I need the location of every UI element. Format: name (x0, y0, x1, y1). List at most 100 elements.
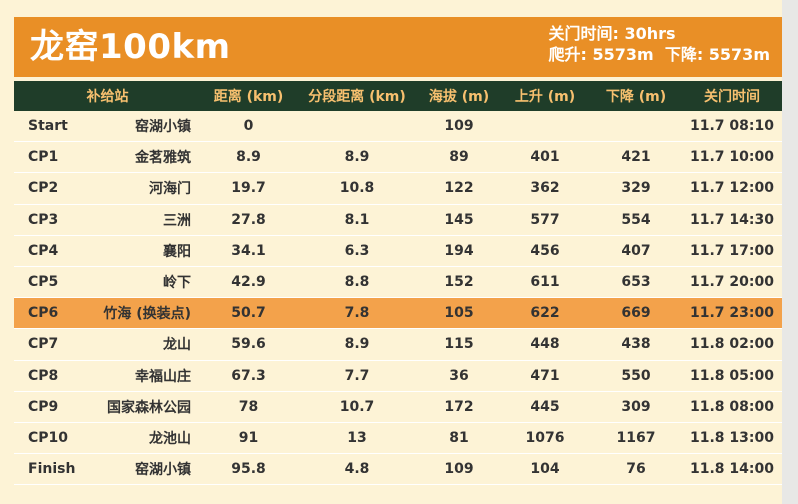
descent-cell: 1167 (590, 422, 682, 455)
aid-station-table: 补给站 距离 (km) 分段距离 (km) 海拔 (m) 上升 (m) 下降 (… (14, 81, 782, 486)
descent-cell: 554 (590, 204, 682, 236)
descent-cell (590, 111, 682, 143)
station-name: 龙池山 (149, 430, 191, 447)
station-cell: CP10 龙池山 (14, 422, 201, 455)
table-row: CP8 幸福山庄 67.3 7.7 36 471 550 11.8 05:00 (14, 360, 782, 392)
segment-cell: 7.7 (296, 360, 418, 392)
col-header-distance: 距离 (km) (201, 81, 296, 111)
ascent-cell: 104 (500, 453, 590, 486)
altitude-cell: 194 (418, 235, 500, 267)
station-code: Finish (28, 461, 76, 478)
race-meta: 关门时间: 30hrs 爬升: 5573m 下降: 5573m (549, 23, 771, 65)
station-cell: CP7 龙山 (14, 328, 201, 361)
cutoff-cell: 11.7 17:00 (682, 235, 782, 267)
descent-cell: 653 (590, 266, 682, 299)
header-banner: 龙窑100km 关门时间: 30hrs 爬升: 5573m 下降: 5573m (14, 17, 782, 77)
table-row: CP2 河海门 19.7 10.8 122 362 329 11.7 12:00 (14, 172, 782, 205)
segment-cell: 6.3 (296, 235, 418, 267)
station-code: CP4 (28, 242, 59, 259)
station-cell: CP6 竹海 (换装点) (14, 297, 201, 330)
segment-cell: 7.8 (296, 297, 418, 330)
race-info-card: 龙窑100km 关门时间: 30hrs 爬升: 5573m 下降: 5573m … (0, 0, 782, 504)
station-cell: Start 窑湖小镇 (14, 111, 201, 143)
table-row: Finish 窑湖小镇 95.8 4.8 109 104 76 11.8 14:00 (14, 453, 782, 486)
station-code: CP9 (28, 398, 59, 415)
station-name: 龙山 (163, 337, 191, 354)
station-cell: CP4 襄阳 (14, 235, 201, 267)
segment-cell: 8.9 (296, 141, 418, 174)
station-cell: Finish 窑湖小镇 (14, 453, 201, 486)
segment-cell: 8.8 (296, 266, 418, 299)
station-name: 窑湖小镇 (135, 119, 191, 136)
table-row: CP7 龙山 59.6 8.9 115 448 438 11.8 02:00 (14, 328, 782, 361)
col-header-descent: 下降 (m) (590, 81, 682, 111)
table-row: CP6 竹海 (换装点) 50.7 7.8 105 622 669 11.7 23:00 (14, 297, 782, 330)
segment-cell: 13 (296, 422, 418, 455)
cutoff-cell: 11.7 14:30 (682, 204, 782, 236)
station-cell: CP3 三洲 (14, 204, 201, 236)
station-code: CP8 (28, 367, 59, 384)
station-name: 竹海 (换装点) (103, 306, 191, 323)
distance-cell: 59.6 (201, 328, 296, 361)
cutoff-cell: 11.7 20:00 (682, 266, 782, 299)
cutoff-cell: 11.8 02:00 (682, 328, 782, 361)
cutoff-cell: 11.7 08:10 (682, 111, 782, 143)
cutoff-cell: 11.8 08:00 (682, 391, 782, 423)
descent-cell: 669 (590, 297, 682, 330)
descent-cell: 438 (590, 328, 682, 361)
station-code: CP10 (28, 429, 69, 446)
station-code: CP7 (28, 336, 59, 353)
descent-cell: 421 (590, 141, 682, 174)
distance-cell: 67.3 (201, 360, 296, 392)
cutoff-cell: 11.8 05:00 (682, 360, 782, 392)
station-name: 幸福山庄 (135, 368, 191, 385)
distance-cell: 42.9 (201, 266, 296, 299)
table-row: CP3 三洲 27.8 8.1 145 577 554 11.7 14:30 (14, 204, 782, 236)
segment-cell: 8.9 (296, 328, 418, 361)
distance-cell: 34.1 (201, 235, 296, 267)
descent-cell: 329 (590, 172, 682, 205)
station-cell: CP9 国家森林公园 (14, 391, 201, 423)
elevation-summary: 爬升: 5573m 下降: 5573m (548, 45, 771, 64)
cutoff-cell: 11.7 10:00 (682, 141, 782, 174)
distance-cell: 50.7 (201, 297, 296, 330)
distance-cell: 27.8 (201, 204, 296, 236)
cutoff-cell: 11.7 12:00 (682, 172, 782, 205)
segment-cell: 4.8 (296, 453, 418, 486)
segment-cell: 8.1 (296, 204, 418, 236)
segment-cell: 10.8 (296, 172, 418, 205)
distance-cell: 19.7 (201, 172, 296, 205)
station-code: CP5 (28, 274, 59, 291)
altitude-cell: 152 (418, 266, 500, 299)
station-name: 襄阳 (163, 243, 191, 260)
descent-cell: 550 (590, 360, 682, 392)
station-cell: CP8 幸福山庄 (14, 360, 201, 392)
segment-cell: 10.7 (296, 391, 418, 423)
station-name: 河海门 (149, 181, 191, 198)
ascent-cell: 456 (500, 235, 590, 267)
table-row: Start 窑湖小镇 0 109 11.7 08:10 (14, 111, 782, 143)
cutoff-cell: 11.8 13:00 (682, 422, 782, 455)
distance-cell: 95.8 (201, 453, 296, 486)
station-code: CP3 (28, 211, 59, 228)
altitude-cell: 105 (418, 297, 500, 330)
table-header-row: 补给站 距离 (km) 分段距离 (km) 海拔 (m) 上升 (m) 下降 (… (14, 81, 782, 111)
distance-cell: 0 (201, 111, 296, 143)
col-header-station: 补给站 (14, 81, 201, 111)
segment-cell (296, 111, 418, 143)
cutoff-cell: 11.8 14:00 (682, 453, 782, 486)
col-header-ascent: 上升 (m) (500, 81, 590, 111)
station-name: 岭下 (163, 275, 191, 292)
ascent-cell: 471 (500, 360, 590, 392)
altitude-cell: 172 (418, 391, 500, 423)
altitude-cell: 89 (418, 141, 500, 174)
altitude-cell: 81 (418, 422, 500, 455)
descent-cell: 309 (590, 391, 682, 423)
ascent-cell (500, 111, 590, 143)
table-row: CP4 襄阳 34.1 6.3 194 456 407 11.7 17:00 (14, 235, 782, 267)
ascent-cell: 1076 (500, 422, 590, 455)
station-code: Start (28, 118, 68, 135)
table-row: CP9 国家森林公园 78 10.7 172 445 309 11.8 08:00 (14, 391, 782, 423)
station-code: CP6 (28, 305, 59, 322)
ascent-cell: 401 (500, 141, 590, 174)
